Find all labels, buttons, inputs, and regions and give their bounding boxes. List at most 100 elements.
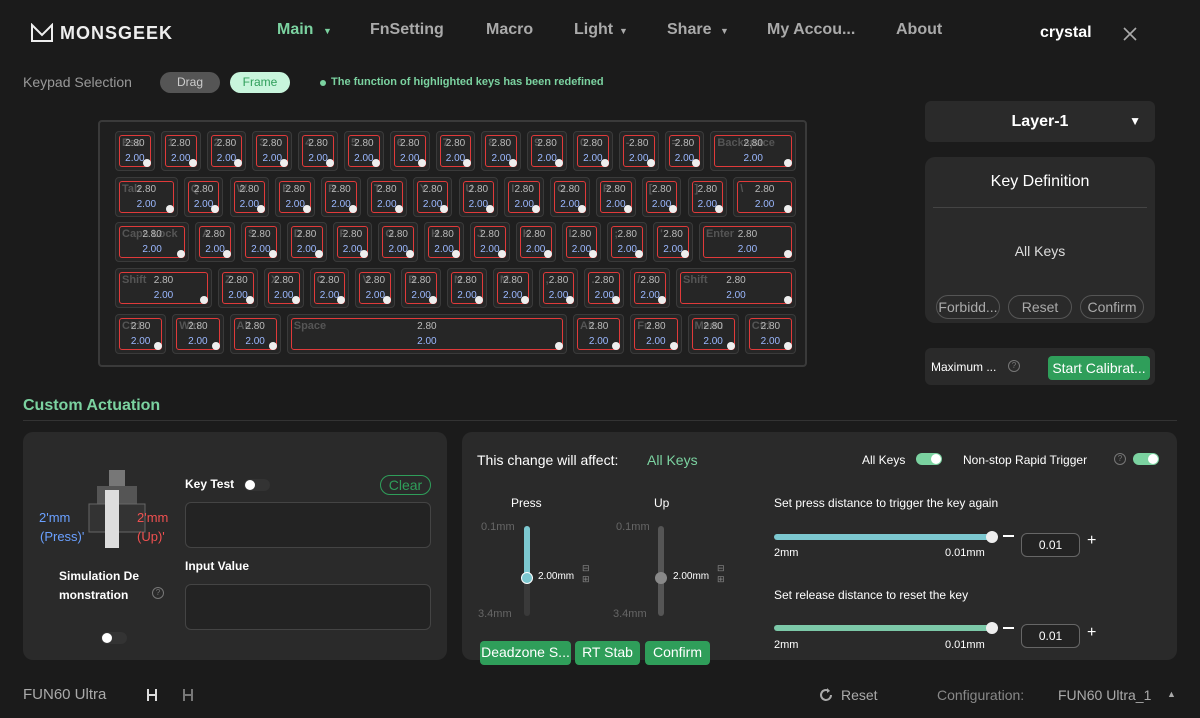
config-value[interactable]: FUN60 Ultra_1 <box>1058 687 1152 703</box>
key[interactable]: N 2.80 2.00 <box>447 268 487 308</box>
trigger-handle[interactable] <box>986 531 998 543</box>
username[interactable]: crystal <box>1040 24 1092 41</box>
up-stepper[interactable]: ⊟ ⊞ <box>717 563 725 584</box>
key[interactable]: D 2.80 2.00 <box>286 222 327 262</box>
nav-item[interactable]: Light <box>574 21 614 38</box>
input-value[interactable] <box>185 584 431 630</box>
key[interactable]: ' 2.80 2.00 <box>653 222 693 262</box>
key[interactable]: [2.80 2.00 <box>641 177 682 217</box>
key[interactable]: Q 2.80 2.00 <box>183 177 224 217</box>
key[interactable]: Backspace 2.80 2.00 <box>710 131 796 171</box>
nav-item[interactable]: Main <box>277 21 314 38</box>
nav-item[interactable]: About <box>896 21 943 38</box>
help-icon[interactable]: ? <box>1114 453 1126 465</box>
key[interactable]: Win 2.80 2.00 <box>172 314 224 354</box>
key[interactable]: W 2.80 2.00 <box>229 177 270 217</box>
mode-button[interactable]: Drag <box>160 72 220 93</box>
minus-button[interactable] <box>1003 627 1014 629</box>
key[interactable]: S 2.80 2.00 <box>240 222 281 262</box>
key[interactable]: 0 2.80 2.00 <box>573 131 613 171</box>
key[interactable]: -2.80 2.00 <box>618 131 659 171</box>
key[interactable]: F 2.80 2.00 <box>332 222 373 262</box>
key[interactable]: 9 2.80 2.00 <box>527 131 567 171</box>
key[interactable]: H 2.80 2.00 <box>424 222 464 262</box>
confirm-button[interactable]: Confirm <box>645 641 710 665</box>
clear-button[interactable]: Clear <box>380 475 431 495</box>
key[interactable]: E 2.80 2.00 <box>275 177 316 217</box>
minus-button[interactable] <box>1003 535 1014 537</box>
key[interactable]: Shift 2.80 2.00 <box>115 268 213 308</box>
key[interactable]: Esc 2.80 2.00 <box>115 131 155 171</box>
key[interactable]: 8 2.80 2.00 <box>481 131 522 171</box>
key[interactable]: Space 2.80 2.00 <box>286 314 567 354</box>
key[interactable]: Ctrl 2.80 2.00 <box>115 314 167 354</box>
rt-stab-button[interactable]: RT Stab <box>575 641 640 665</box>
key[interactable]: \ 2.80 2.00 <box>733 177 796 217</box>
key[interactable]: Ctrl 2.80 2.00 <box>744 314 796 354</box>
help-icon[interactable]: ? <box>152 587 164 599</box>
key[interactable]: /2.80 2.00 <box>630 268 671 308</box>
mode-button[interactable]: Frame <box>230 72 290 93</box>
key[interactable]: R 2.80 2.00 <box>321 177 361 217</box>
close-button[interactable] <box>1122 26 1138 42</box>
key[interactable]: Caps Lock 2.80 2.00 <box>115 222 190 262</box>
forbid-button[interactable]: Forbidd... <box>936 295 1000 319</box>
confirm-button[interactable]: Confirm <box>1080 295 1144 319</box>
key[interactable]: 3 2.80 2.00 <box>252 131 293 171</box>
reset-input[interactable]: 0.01 <box>1021 624 1080 648</box>
key[interactable]: V 2.80 2.00 <box>355 268 396 308</box>
plus-button[interactable]: + <box>1087 624 1097 641</box>
key[interactable]: U 2.80 2.00 <box>458 177 499 217</box>
deadzone-button[interactable]: Deadzone S... <box>480 641 571 665</box>
key[interactable]: , 2.80 2.00 <box>538 268 579 308</box>
key[interactable]: G 2.80 2.00 <box>378 222 419 262</box>
key[interactable]: 5 2.80 2.00 <box>344 131 384 171</box>
key[interactable]: 6 2.80 2.00 <box>389 131 430 171</box>
key[interactable]: A 2.80 2.00 <box>195 222 235 262</box>
press-handle[interactable] <box>521 572 533 584</box>
help-icon[interactable]: ? <box>1008 360 1020 372</box>
trigger-input[interactable]: 0.01 <box>1021 533 1080 557</box>
key[interactable]: K 2.80 2.00 <box>515 222 556 262</box>
key[interactable]: J 2.80 2.00 <box>469 222 510 262</box>
plus-button[interactable]: + <box>1087 532 1097 549</box>
rapid-trigger-toggle[interactable] <box>1133 453 1159 465</box>
press-stepper[interactable]: ⊟ ⊞ <box>582 563 590 584</box>
key[interactable]: Alt 2.80 2.00 <box>573 314 625 354</box>
key[interactable]: L 2.80 2.00 <box>561 222 602 262</box>
key[interactable]: M 2.80 2.00 <box>492 268 533 308</box>
key[interactable]: T 2.80 2.00 <box>366 177 407 217</box>
key[interactable]: 4 2.80 2.00 <box>298 131 338 171</box>
simulation-toggle[interactable] <box>101 632 127 644</box>
calibrate-button[interactable]: Start Calibrat... <box>1048 356 1150 380</box>
key[interactable]: P 2.80 2.00 <box>595 177 636 217</box>
key[interactable]: X 2.80 2.00 <box>263 268 304 308</box>
layer-select[interactable]: Layer-1 ▼ <box>925 101 1155 142</box>
reset-button[interactable]: Reset <box>1008 295 1072 319</box>
connection-icons[interactable] <box>144 685 204 705</box>
up-handle[interactable] <box>655 572 667 584</box>
key[interactable]: = 2.80 2.00 <box>664 131 705 171</box>
key-test-input[interactable] <box>185 502 431 548</box>
nav-item[interactable]: My Accou... <box>767 21 856 38</box>
nav-item[interactable]: FnSetting <box>370 21 444 38</box>
key[interactable]: O 2.80 2.00 <box>550 177 590 217</box>
key[interactable]: 1 2.80 2.00 <box>160 131 201 171</box>
key[interactable]: Enter 2.80 2.00 <box>698 222 796 262</box>
key[interactable]: ] 2.80 2.00 <box>687 177 728 217</box>
key[interactable]: Y 2.80 2.00 <box>412 177 453 217</box>
nav-item[interactable]: Share <box>667 21 712 38</box>
key[interactable]: 2 2.80 2.00 <box>206 131 247 171</box>
key[interactable]: 7 2.80 2.00 <box>435 131 476 171</box>
key[interactable]: Z 2.80 2.00 <box>218 268 258 308</box>
key-test-toggle[interactable] <box>244 479 270 491</box>
reset-handle[interactable] <box>986 622 998 634</box>
key[interactable]: Shift 2.80 2.00 <box>676 268 796 308</box>
key[interactable]: I 2.80 2.00 <box>504 177 545 217</box>
nav-item[interactable]: Macro <box>486 21 534 38</box>
key[interactable]: Fn 2.80 2.00 <box>630 314 682 354</box>
key[interactable]: Alt 2.80 2.00 <box>229 314 281 354</box>
reset-icon[interactable] <box>818 687 834 703</box>
key[interactable]: ; 2.80 2.00 <box>607 222 648 262</box>
all-keys-toggle[interactable] <box>916 453 942 465</box>
